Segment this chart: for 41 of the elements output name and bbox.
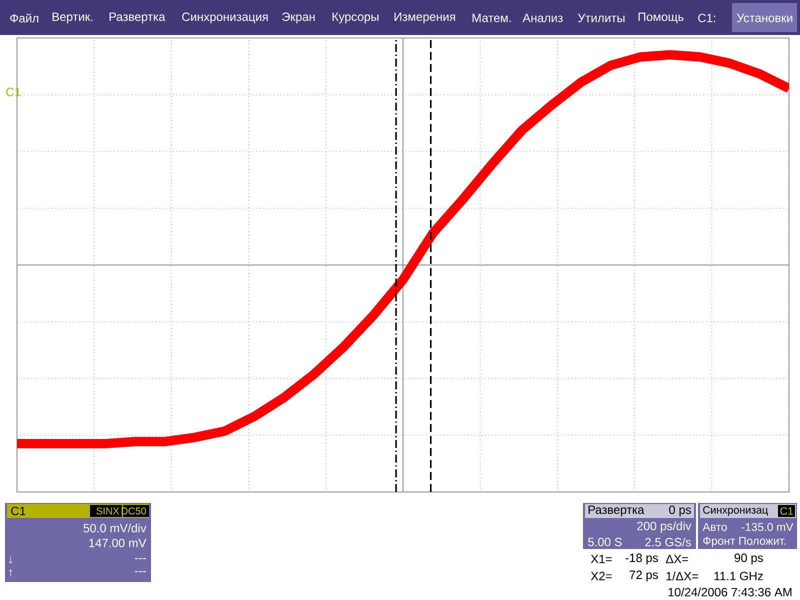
text: 2.5 GS/s xyxy=(645,538,691,546)
text: --- xyxy=(134,571,146,572)
text: Утилиты xyxy=(578,14,624,22)
text: Установки xyxy=(736,14,792,22)
text: Курсоры xyxy=(332,12,378,24)
annotation: C1 xyxy=(6,88,20,96)
text: 50.0 mV/div xyxy=(84,524,146,532)
text: 11.1 GHz xyxy=(714,572,763,580)
text: 200 ps/div xyxy=(637,521,692,533)
text: ΔX= xyxy=(666,554,688,564)
text: Файл xyxy=(10,13,38,23)
text: Измерения xyxy=(394,12,455,24)
text: Анализ xyxy=(522,14,563,22)
text: Авто xyxy=(702,523,727,531)
text: --- xyxy=(134,558,146,560)
text: Экран xyxy=(282,12,315,24)
text: Фронт Положит. xyxy=(703,536,786,548)
text: X1= xyxy=(590,554,612,564)
text: Синхронизац xyxy=(703,506,768,516)
text: 90 ps xyxy=(734,554,763,564)
text: -135.0 mV xyxy=(742,522,794,532)
text: 1/ΔX= xyxy=(666,572,698,580)
text: X2= xyxy=(590,572,612,580)
text: ↑ xyxy=(9,569,12,577)
text: C1 xyxy=(780,507,793,515)
text: Помощь xyxy=(638,12,684,24)
text: C1: xyxy=(698,14,716,22)
text: ↓ xyxy=(9,556,12,564)
text: Развертка xyxy=(110,12,166,24)
text: SINX xyxy=(96,507,120,515)
text: C1 xyxy=(11,506,26,516)
text: Вертик. xyxy=(52,12,92,24)
text: Матем. xyxy=(472,14,511,22)
text: 147.00 mV xyxy=(89,538,146,548)
text: 10/24/2006 7:43:36 AM xyxy=(668,588,792,596)
text: Синхронизация xyxy=(182,12,268,24)
text: -18 ps xyxy=(626,554,658,564)
text: Развертка xyxy=(588,506,644,516)
text: 5.00 S xyxy=(588,538,622,546)
text: 0 ps xyxy=(669,506,691,516)
text: 72 ps xyxy=(630,570,658,582)
